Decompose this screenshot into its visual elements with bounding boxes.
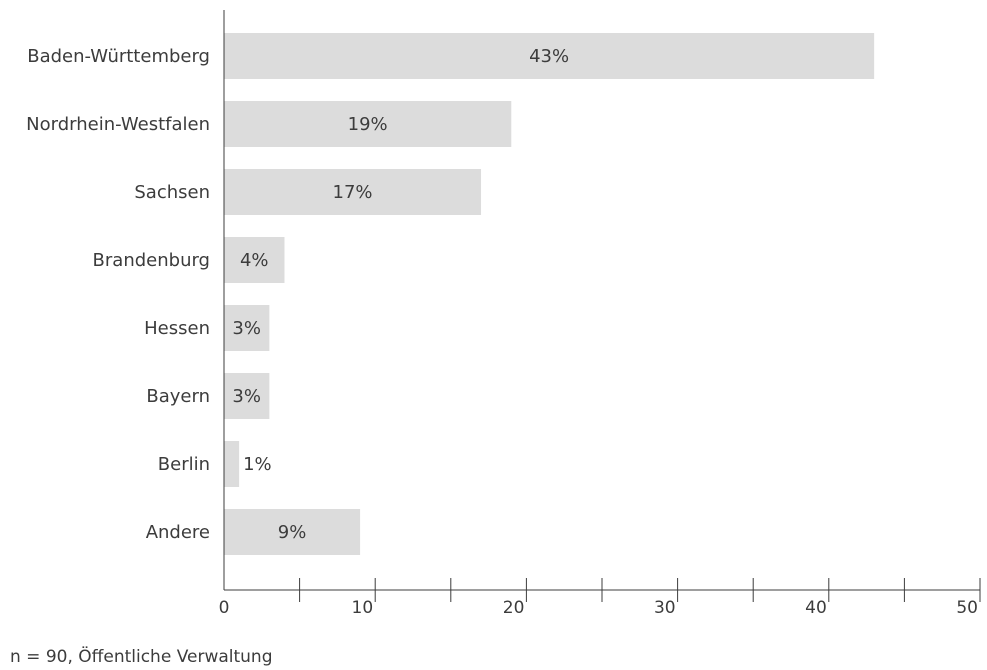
category-label-2: Sachsen bbox=[134, 182, 210, 203]
sample-note: n = 90, Öffentliche Verwaltung bbox=[10, 645, 273, 666]
x-tick-label-3: 30 bbox=[654, 598, 676, 618]
x-tick-label-2: 20 bbox=[503, 598, 525, 618]
bar-5 bbox=[224, 373, 270, 419]
bar-7 bbox=[224, 509, 361, 555]
value-label-5: 3% bbox=[232, 386, 261, 407]
bar-1 bbox=[224, 101, 512, 147]
value-label-3: 4% bbox=[240, 250, 269, 271]
bar-4 bbox=[224, 305, 270, 351]
x-tick-label-0: 0 bbox=[219, 598, 230, 618]
value-label-6: 1% bbox=[243, 454, 272, 475]
category-label-0: Baden-Württemberg bbox=[27, 46, 210, 67]
value-label-2: 17% bbox=[333, 182, 373, 203]
bar-2 bbox=[224, 169, 482, 215]
category-label-4: Hessen bbox=[144, 318, 210, 339]
x-tick-label-1: 10 bbox=[352, 598, 374, 618]
value-label-7: 9% bbox=[278, 522, 307, 543]
category-label-6: Berlin bbox=[158, 454, 210, 475]
x-tick-label-4: 40 bbox=[805, 598, 827, 618]
value-label-0: 43% bbox=[529, 46, 569, 67]
axes-layer: 0 10 20 30 40 50 bbox=[219, 10, 981, 618]
category-label-3: Brandenburg bbox=[93, 250, 210, 271]
value-label-4: 3% bbox=[232, 318, 261, 339]
bar-0 bbox=[224, 33, 875, 79]
category-label-1: Nordrhein-Westfalen bbox=[26, 114, 210, 135]
value-label-1: 19% bbox=[348, 114, 388, 135]
category-label-7: Andere bbox=[146, 522, 210, 543]
x-tick-label-5: 50 bbox=[956, 598, 978, 618]
category-label-5: Bayern bbox=[146, 386, 210, 407]
bar-3 bbox=[224, 237, 285, 283]
bar-6 bbox=[224, 441, 240, 487]
bars-layer: Baden-Württemberg 43% Nordrhein-Westfalen 1… bbox=[26, 33, 875, 555]
